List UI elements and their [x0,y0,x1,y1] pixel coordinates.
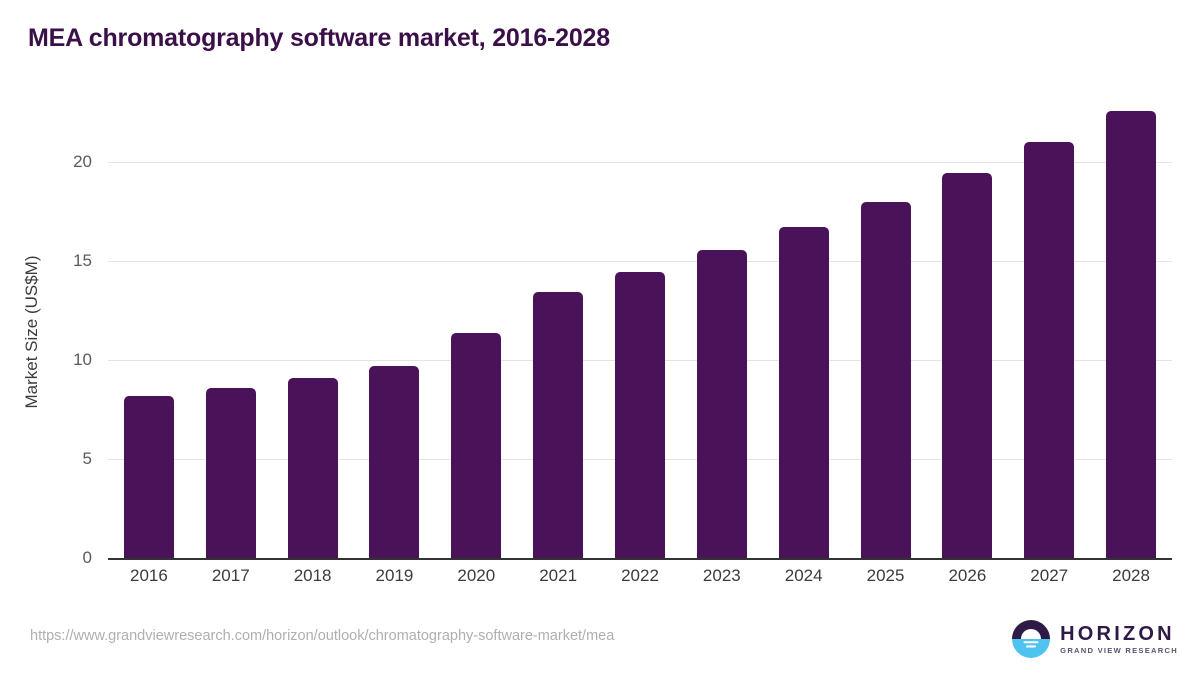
x-tick-label: 2026 [948,566,987,585]
bar[interactable] [696,250,747,558]
x-tick-label: 2028 [1112,566,1150,585]
y-tick-label: 20 [73,152,92,172]
x-tick-label: 2024 [784,566,823,585]
x-tick-label: 2022 [621,566,659,585]
bar[interactable] [287,377,338,558]
bar[interactable] [369,366,420,558]
bar[interactable] [1024,142,1075,558]
x-tick-label: 2016 [130,566,168,585]
bar[interactable] [1106,110,1157,558]
page-title: MEA chromatography software market, 2016… [28,24,610,52]
horizon-sun-circle-icon [1012,620,1051,658]
x-tick-label: 2018 [293,566,332,585]
x-tick-label: 2019 [375,566,414,585]
source-url[interactable]: https://www.grandviewresearch.com/horizo… [30,628,615,644]
x-tick-label: 2023 [702,566,741,585]
bar[interactable] [451,333,502,558]
y-axis-ticks: 0 5 10 15 20 [28,0,92,675]
gridline [108,261,1172,263]
x-tick-label: 2020 [457,566,496,585]
x-tick-label: 2025 [866,566,905,585]
horizon-logo[interactable]: HORIZON GRAND VIEW RESEARCH [1011,618,1178,660]
logo-wordmark: HORIZON [1060,622,1175,645]
y-tick-label: 15 [73,251,92,271]
bar-series [108,85,1172,558]
bar[interactable] [533,291,584,558]
bar[interactable] [860,201,911,558]
gridline [108,162,1172,164]
x-axis-line [108,558,1172,560]
logo-text: HORIZON GRAND VIEW RESEARCH [1060,624,1178,655]
y-tick-label: 5 [82,449,92,469]
bar[interactable] [615,272,665,558]
bar[interactable] [205,387,256,558]
x-tick-label: 2017 [211,566,250,585]
y-tick-label: 0 [82,548,92,567]
x-tick-label: 2027 [1030,566,1069,585]
x-axis-ticks: 2016 2017 2018 2019 2020 2021 2022 2023 2024 2025… [108,566,1172,596]
bar[interactable] [778,226,829,558]
y-tick-label: 10 [73,350,92,370]
bar[interactable] [942,173,993,558]
logo-tagline: GRAND VIEW RESEARCH [1060,645,1178,655]
x-tick-label: 2021 [539,566,578,585]
bar[interactable] [123,395,174,558]
